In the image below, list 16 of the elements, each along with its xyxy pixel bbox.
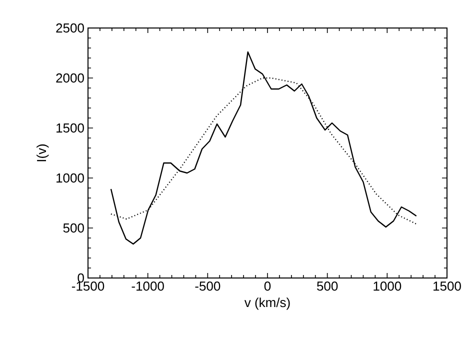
y-tick-label: 2000 [56, 73, 84, 83]
x-tick-label: 0 [264, 282, 271, 291]
y-tick-label: 1000 [56, 173, 84, 183]
y-tick-label: 1500 [56, 123, 84, 133]
y-tick-label: 0 [78, 273, 84, 283]
line-series [110, 51, 417, 245]
x-tick-label: 500 [317, 282, 338, 291]
x-axis-title: v (km/s) [244, 298, 290, 310]
x-tick-label: -1000 [132, 282, 164, 291]
x-tick-label: 1000 [374, 282, 402, 291]
y-tick-label: 2500 [56, 23, 84, 33]
x-tick-label: -1500 [72, 282, 104, 291]
y-tick-label: 500 [63, 223, 84, 233]
x-tick-label: 1500 [434, 282, 461, 291]
x-tick-label: -500 [195, 282, 220, 291]
y-axis-title: I(v) [36, 144, 49, 162]
